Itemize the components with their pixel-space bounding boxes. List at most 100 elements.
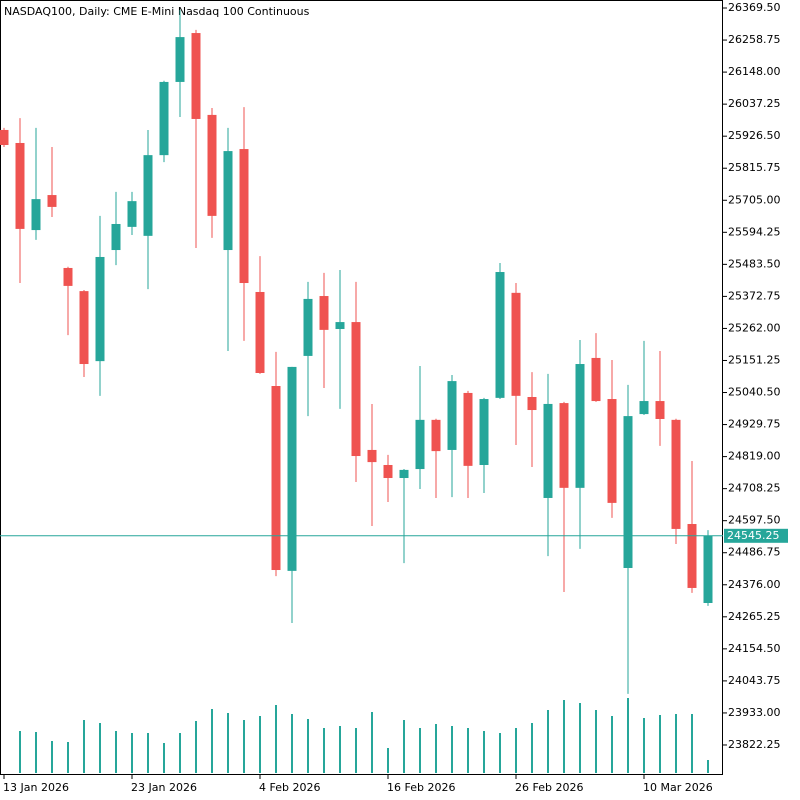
x-tick-label: 26 Feb 2026 [515,781,583,794]
candle-body [559,403,569,488]
candle-body [495,272,505,398]
x-tick-label: 23 Jan 2026 [131,781,197,794]
y-tick-label: 24043.75 [728,674,781,687]
candle-body [511,292,521,396]
volume-bar [499,733,501,773]
candle-body [0,129,9,146]
x-tick-label: 10 Mar 2026 [643,781,713,794]
candle-body [623,416,633,568]
volume-bar [195,721,197,773]
volume-bar [643,718,645,773]
candle-body [575,364,585,488]
volume-bar [627,698,629,773]
candle-body [303,298,313,356]
volume-bar [371,712,373,773]
volume-bar [659,715,661,773]
y-tick-label: 25262.00 [728,321,781,334]
candle-body [287,366,297,571]
volume-bar [179,733,181,773]
volume-bar [259,716,261,773]
volume-bar [211,709,213,773]
candle-body [47,195,57,207]
volume-bar [387,748,389,773]
volume-bar [419,728,421,773]
volume-bar [131,733,133,773]
volume-bar [275,705,277,773]
volume-bar [19,731,21,773]
volume-bar [531,723,533,773]
volume-bar [51,741,53,773]
volume-bar [467,728,469,773]
candle-body [543,403,553,498]
candle-body [111,223,121,251]
y-tick-label: 26148.00 [728,65,781,78]
volume-bar [99,723,101,773]
candle-body [383,464,393,479]
y-tick-label: 25151.25 [728,353,781,366]
candle-body [319,296,329,330]
y-tick-label: 26258.75 [728,33,781,46]
volume-bar [691,714,693,773]
y-tick-label: 25705.00 [728,193,781,206]
volume-bar [163,743,165,773]
volume-bar [291,714,293,773]
y-tick-label: 25926.50 [728,129,781,142]
y-tick-label: 23933.00 [728,706,781,719]
last-price-label: 24545.25 [727,529,780,542]
y-tick-label: 25815.75 [728,161,781,174]
volume-bar [403,720,405,773]
volume-bar [483,731,485,773]
y-tick-label: 25040.50 [728,386,781,399]
volume-bar [35,732,37,773]
candle-body [607,399,617,503]
volume-bar [323,728,325,773]
y-tick-label: 24708.25 [728,482,781,495]
volume-bar [611,716,613,773]
volume-bar [547,710,549,773]
plot-frame [0,0,723,775]
chart-title: NASDAQ100, Daily: CME E-Mini Nasdaq 100 … [4,5,310,18]
x-tick-label: 4 Feb 2026 [259,781,320,794]
y-tick-label: 26369.50 [728,1,781,14]
candle-body [399,469,409,479]
y-tick-label: 25372.75 [728,289,781,302]
candle-body [655,401,665,419]
candle-body [671,419,681,529]
candle-body [239,149,249,284]
candle-body [431,419,441,452]
candle-body [31,199,41,231]
volume-bar [435,724,437,773]
y-tick-label: 24486.75 [728,546,781,559]
candle-body [351,322,361,457]
volume-bar [67,742,69,773]
volume-bar [451,726,453,773]
volume-bar [339,726,341,773]
candle-body [415,419,425,470]
y-tick-label: 24929.75 [728,418,781,431]
candle-body [591,357,601,402]
volume-bar [563,700,565,773]
y-tick-label: 24265.25 [728,610,781,623]
volume-bar [355,728,357,773]
candle-body [143,155,153,236]
y-tick-label: 26037.25 [728,97,781,110]
candle-body [639,401,649,415]
volume-bar [307,719,309,773]
candle-body [191,33,201,119]
candle-body [223,151,233,251]
candle-body [527,397,537,411]
candle-body [95,256,105,362]
volume-bar [147,733,149,773]
candle-body [271,386,281,571]
candle-body [255,291,265,373]
volume-bar [595,710,597,773]
candle-body [479,399,489,465]
y-tick-label: 24819.00 [728,450,781,463]
candle-body [703,535,713,603]
volume-bar [115,731,117,773]
y-tick-label: 24376.00 [728,578,781,591]
y-tick-label: 25594.25 [728,225,781,238]
volume-bar [707,760,709,773]
candle-body [79,291,89,365]
